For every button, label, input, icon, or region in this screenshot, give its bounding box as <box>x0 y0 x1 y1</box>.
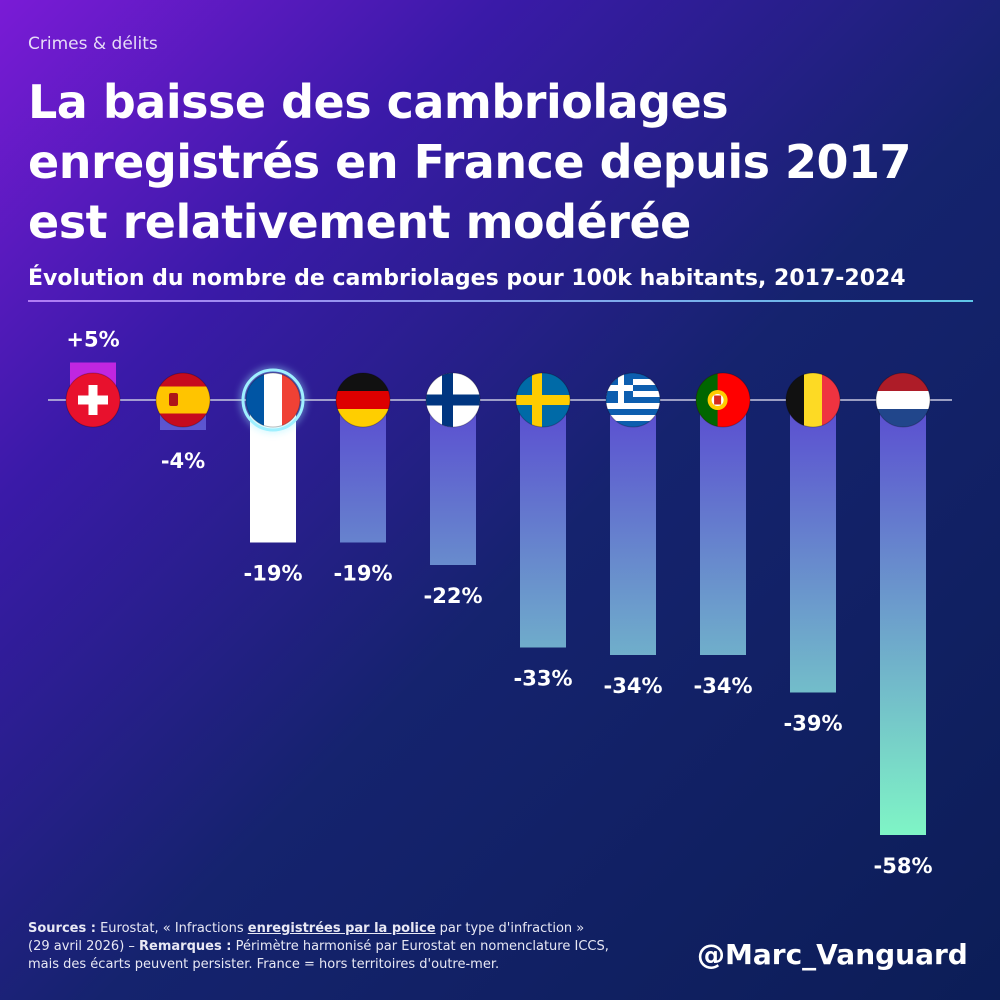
bar-netherlands <box>880 400 926 835</box>
data-label-netherlands: -58% <box>874 854 933 878</box>
greece-flag-icon <box>605 372 661 428</box>
data-label-belgium: -39% <box>784 712 843 736</box>
subtitle-divider <box>28 300 973 302</box>
category-label: Crimes & délits <box>28 34 158 54</box>
sources-text: par type d'infraction » <box>435 921 585 936</box>
belgium-flag-icon <box>785 372 841 428</box>
title-line: enregistrés en France depuis 2017 <box>28 135 912 189</box>
portugal-flag-icon <box>695 372 751 428</box>
title-line: est relativement modérée <box>28 195 691 249</box>
bar-greece <box>610 400 656 655</box>
france-flag-icon <box>241 368 305 432</box>
data-label-finland: -22% <box>424 584 483 608</box>
netherlands-flag-icon <box>875 372 931 428</box>
remarks-text: Périmètre harmonisé par Eurostat en nome… <box>231 939 609 954</box>
data-label-france: -19% <box>244 562 303 586</box>
germany-flag-icon <box>335 372 391 428</box>
finland-flag-icon <box>425 372 481 428</box>
remarks-label: Remarques : <box>139 939 232 954</box>
chart-subtitle: Évolution du nombre de cambriolages pour… <box>28 266 906 291</box>
sweden-flag-icon <box>515 372 571 428</box>
remarks-text: mais des écarts peuvent persister. Franc… <box>28 957 500 972</box>
bar-sweden <box>520 400 566 648</box>
data-label-greece: -34% <box>604 674 663 698</box>
data-label-switzerland: +5% <box>66 328 119 352</box>
sources-label: Sources : <box>28 921 96 936</box>
sources-note: Sources : Eurostat, « Infractions enregi… <box>28 920 688 974</box>
bar-belgium <box>790 400 836 693</box>
data-label-sweden: -33% <box>514 667 573 691</box>
sources-text: Eurostat, « Infractions <box>95 921 248 936</box>
sources-emphasis: enregistrées par la police <box>247 921 436 936</box>
data-label-germany: -19% <box>334 562 393 586</box>
title-line: La baisse des cambriolages <box>28 75 729 129</box>
spain-flag-icon <box>155 372 211 428</box>
data-label-portugal: -34% <box>694 674 753 698</box>
bar-portugal <box>700 400 746 655</box>
data-label-spain: -4% <box>161 449 205 473</box>
page-title: La baisse des cambriolages enregistrés e… <box>28 72 988 252</box>
bar-finland <box>430 400 476 565</box>
author-handle: @Marc_Vanguard <box>697 938 968 971</box>
switzerland-flag-icon <box>65 372 121 428</box>
sources-date: (29 avril 2026) – <box>28 939 140 954</box>
